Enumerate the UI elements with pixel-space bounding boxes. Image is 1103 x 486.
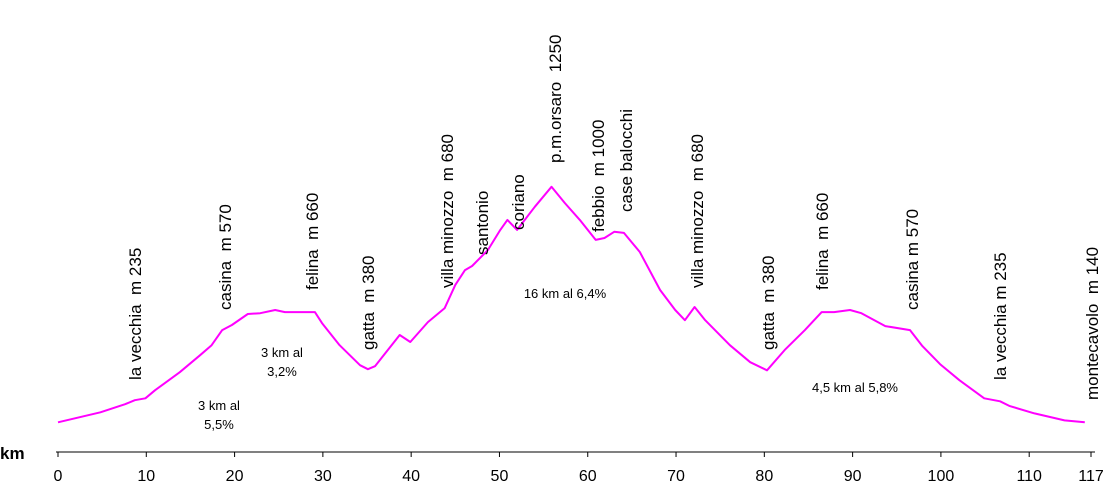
gradient-note: 5,5% [204,417,234,432]
x-tick-label: 90 [844,468,862,485]
gradient-note: 3 km al [261,345,303,360]
x-tick-label: 50 [491,468,509,485]
x-tick-label: 60 [579,468,597,485]
x-tick-label: 40 [402,468,420,485]
place-label: felina m 660 [303,193,322,290]
place-label: gatta m 380 [359,255,378,350]
x-tick-label: 0 [54,468,63,485]
elevation-line [57,185,1085,424]
place-label: febbio m 1000 [589,120,608,232]
place-label: casina m 570 [216,204,235,310]
place-label: santonio [473,191,492,255]
place-label: montecavolo m 140 [1083,247,1102,400]
x-tick-label: 20 [226,468,244,485]
place-label: villa minozzo m 680 [438,134,457,288]
place-label: p.m.orsaro 1250 [546,34,565,163]
place-label: gatta m 380 [759,255,778,350]
x-tick-label: 10 [137,468,155,485]
place-label: casina m 570 [903,209,922,310]
x-tick-label: 117 [1078,468,1103,485]
x-tick-label: 30 [314,468,332,485]
gradient-note: 16 km al 6,4% [524,286,607,301]
gradient-note: 3,2% [267,364,297,379]
x-axis-label: km [0,444,25,463]
place-label: la vecchia m 235 [991,252,1010,380]
place-label: la vecchia m 235 [126,248,145,380]
gradient-note: 3 km al [198,398,240,413]
x-tick-label: 80 [755,468,773,485]
place-label: coriano [509,174,528,230]
x-tick-label: 100 [928,468,955,485]
place-label: felina m 660 [813,193,832,290]
x-tick-label: 70 [667,468,685,485]
place-label: case balocchi [617,109,636,212]
x-tick-label: 110 [1016,468,1042,485]
place-label: villa minozzo m 680 [688,134,707,288]
gradient-note: 4,5 km al 5,8% [812,380,898,395]
